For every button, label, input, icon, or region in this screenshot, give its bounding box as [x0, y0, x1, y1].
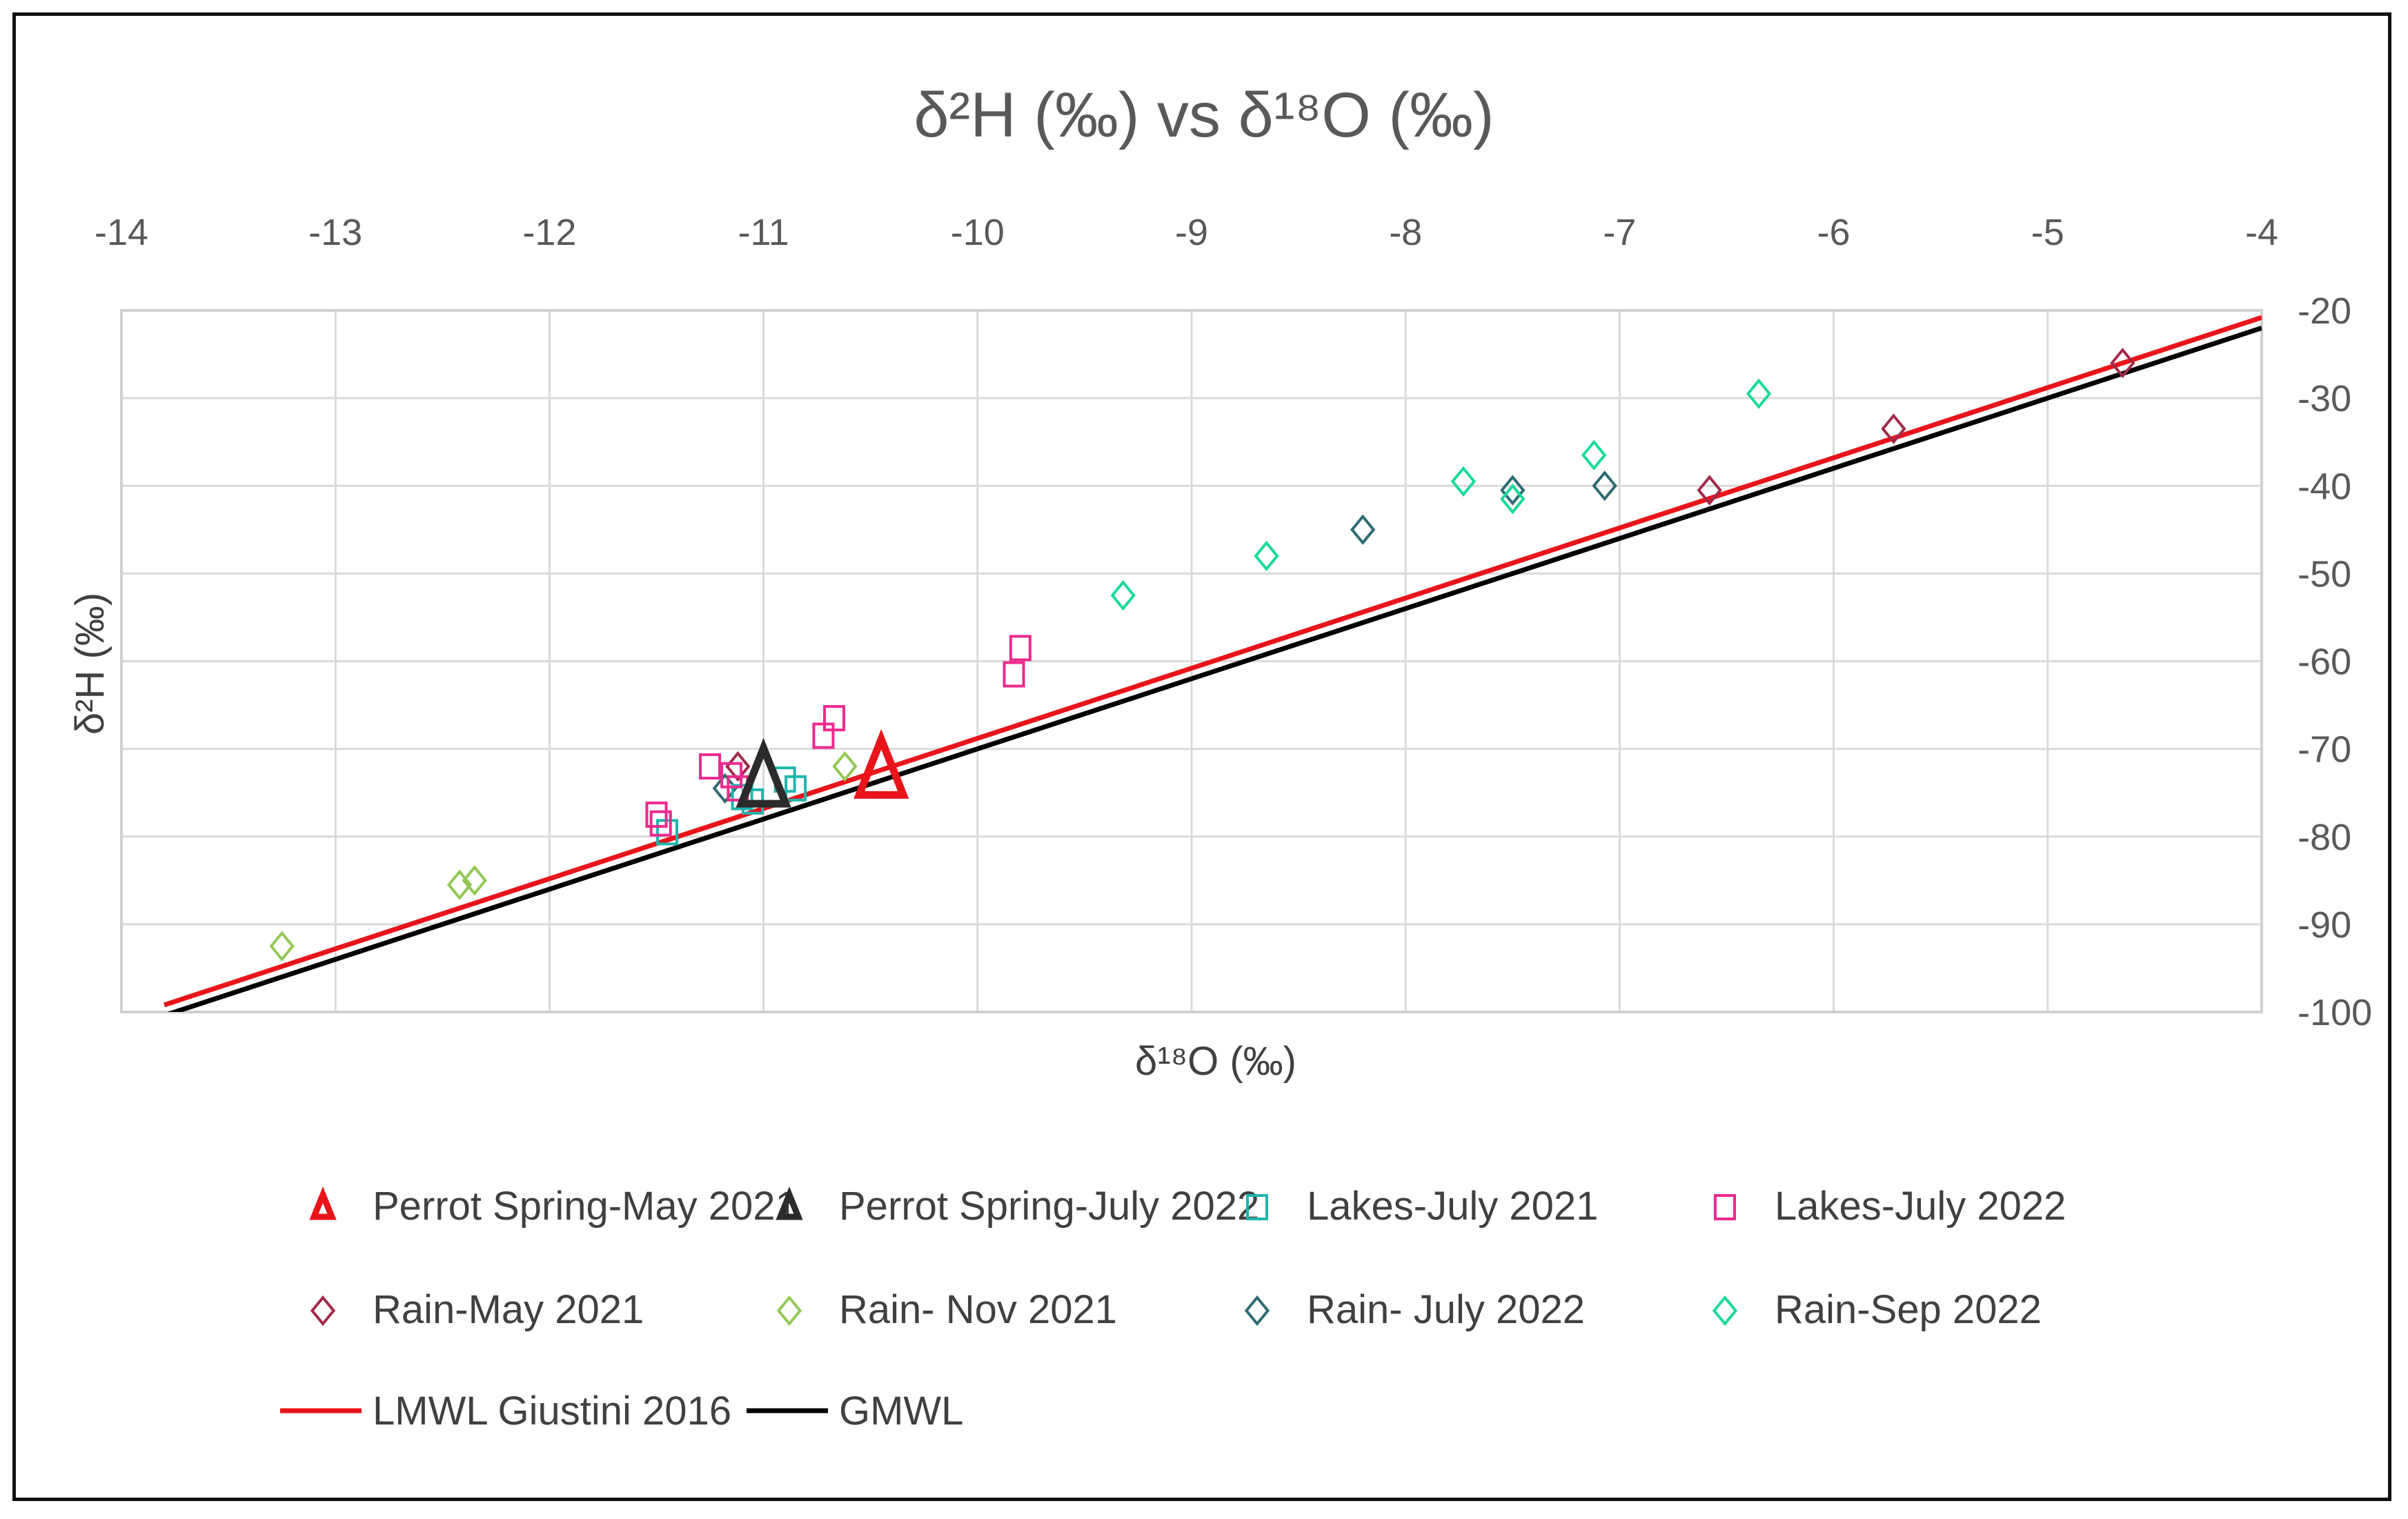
x-axis-ticks: -14 -13 -12 -11 -10 -9 -8 -7 -6 -5 -4 [95, 212, 2278, 253]
point-rain-july-2022 [1500, 475, 1526, 506]
y-tick-label: -30 [2298, 378, 2351, 419]
point-lakes-july-2021 [784, 775, 807, 802]
point-rain-sep-2022 [1254, 540, 1279, 572]
legend-label-lakes-july-2022: Lakes-July 2022 [1775, 1184, 2066, 1229]
legend-marker-rain-july-2022 [1244, 1295, 1270, 1327]
x-tick-label: -8 [1389, 212, 1422, 253]
y-tick-label: -60 [2298, 642, 2351, 683]
y-axis-ticks: -20 -30 -40 -50 -60 -70 -80 -90 -100 [2298, 290, 2372, 1033]
x-tick-label: -11 [738, 212, 789, 253]
point-rain-may-2021 [725, 751, 751, 782]
plot-area-border [120, 309, 2263, 1013]
x-axis-label: δ¹⁸O (‰) [1135, 1039, 1296, 1084]
point-rain-may-2021 [2110, 348, 2135, 379]
point-rain-nov-2021 [269, 931, 295, 962]
legend-label-rain-may-2021: Rain-May 2021 [373, 1287, 644, 1332]
legend-label-rain-sep-2022: Rain-Sep 2022 [1775, 1287, 2042, 1332]
legend-label-perrot-spring-july-2022: Perrot Spring-July 2022 [839, 1184, 1259, 1229]
point-rain-may-2021 [1697, 475, 1722, 506]
point-lakes-july-2022 [699, 753, 722, 780]
y-tick-label: -40 [2298, 466, 2351, 507]
x-tick-label: -13 [308, 212, 362, 253]
legend-label-rain-nov-2021: Rain- Nov 2021 [839, 1287, 1117, 1332]
x-tick-label: -7 [1603, 212, 1636, 253]
point-rain-may-2021 [1881, 413, 1906, 444]
point-lakes-july-2022 [1009, 635, 1032, 662]
point-rain-sep-2022 [1746, 378, 1772, 409]
x-tick-label: -12 [522, 212, 576, 253]
legend-marker-perrot-spring-july-2022 [776, 1187, 803, 1220]
legend-label-perrot-spring-may-2021: Perrot Spring-May 2021 [373, 1184, 798, 1229]
legend: Perrot Spring-May 2021 Perrot Spring-July… [280, 1184, 2066, 1433]
y-tick-label: -50 [2298, 553, 2351, 595]
point-rain-nov-2021 [446, 869, 473, 900]
point-lakes-july-2022 [720, 762, 743, 788]
legend-marker-lakes-july-2021 [1246, 1194, 1268, 1220]
point-rain-sep-2022 [1500, 484, 1526, 515]
legend-label-rain-july-2022: Rain- July 2022 [1307, 1287, 1585, 1332]
line-lmwl-giustini-2016 [163, 315, 2262, 1008]
legend-label-lakes-july-2021: Lakes-July 2021 [1307, 1184, 1598, 1229]
point-lakes-july-2022 [1003, 661, 1025, 688]
legend-marker-rain-nov-2021 [776, 1295, 802, 1327]
y-tick-label: -20 [2298, 290, 2351, 332]
x-tick-label: -5 [2031, 212, 2064, 253]
chart-title: δ²H (‰) vs δ¹⁸O (‰) [914, 80, 1494, 150]
y-tick-label: -90 [2298, 904, 2351, 946]
point-perrot-spring-may-2021 [853, 728, 909, 799]
point-rain-sep-2022 [1110, 580, 1136, 611]
y-tick-label: -70 [2298, 729, 2351, 771]
x-tick-label: -14 [95, 212, 148, 253]
x-tick-label: -4 [2245, 212, 2278, 253]
point-rain-july-2022 [1592, 470, 1617, 502]
y-tick-label: -100 [2298, 992, 2372, 1033]
point-rain-nov-2021 [832, 751, 858, 782]
legend-marker-rain-may-2021 [310, 1295, 336, 1327]
data-markers [269, 348, 2135, 962]
point-rain-sep-2022 [1450, 466, 1477, 497]
x-tick-label: -6 [1817, 212, 1851, 253]
point-rain-july-2022 [712, 773, 738, 804]
point-rain-sep-2022 [1581, 439, 1607, 470]
reference-lines [163, 315, 2262, 1012]
point-lakes-july-2022 [645, 801, 668, 828]
legend-marker-perrot-spring-may-2021 [309, 1187, 337, 1220]
point-rain-nov-2021 [462, 865, 487, 896]
point-rain-july-2022 [1350, 514, 1376, 545]
y-axis-label: δ²H (‰) [68, 593, 112, 735]
point-lakes-july-2022 [649, 810, 672, 837]
point-lakes-july-2022 [822, 705, 845, 732]
legend-label-gmwl: GMWL [839, 1389, 963, 1433]
legend-marker-rain-sep-2022 [1712, 1295, 1738, 1327]
point-perrot-spring-july-2022 [736, 737, 791, 808]
x-tick-label: -9 [1175, 212, 1208, 253]
legend-marker-lakes-july-2022 [1714, 1194, 1736, 1220]
legend-label-lmwl-giustini-2016: LMWL Giustini 2016 [373, 1389, 731, 1433]
line-gmwl [167, 326, 2262, 1012]
grid [120, 309, 2263, 1013]
x-tick-label: -10 [951, 212, 1005, 253]
y-tick-label: -80 [2298, 817, 2351, 858]
chart-frame [12, 12, 2391, 1501]
